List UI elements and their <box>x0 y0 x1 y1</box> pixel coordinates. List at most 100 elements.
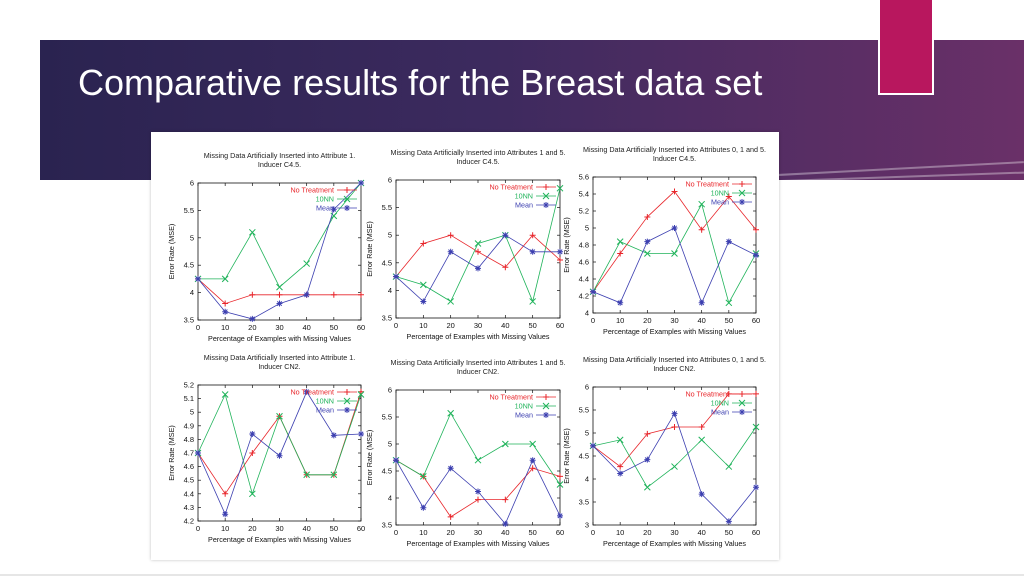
x-tick-label: 0 <box>196 323 200 332</box>
x-tick-label: 30 <box>275 524 283 533</box>
data-point <box>222 511 229 518</box>
x-tick-label: 50 <box>330 323 338 332</box>
x-tick-label: 50 <box>330 524 338 533</box>
x-tick-label: 40 <box>501 528 509 537</box>
data-point <box>698 436 706 444</box>
chart-5: Missing Data Artificially Inserted into … <box>365 358 565 548</box>
chart-subtitle: Inducer C4.5. <box>258 160 301 169</box>
x-tick-label: 30 <box>474 528 482 537</box>
series-line-no-treatment <box>197 278 361 305</box>
y-tick-label: 5.5 <box>382 203 392 212</box>
accent-tab <box>878 0 934 95</box>
y-tick-label: 5.5 <box>184 206 194 215</box>
y-tick-label: 3.5 <box>579 498 589 507</box>
legend-label: Mean <box>711 408 729 417</box>
data-point <box>502 232 509 239</box>
series-line-10nn <box>198 182 362 288</box>
x-tick-label: 50 <box>725 316 733 325</box>
y-tick-label: 3.5 <box>184 316 194 325</box>
x-tick-label: 30 <box>474 321 482 330</box>
x-tick-label: 60 <box>556 528 564 537</box>
legend-marker <box>543 184 549 190</box>
data-point <box>671 188 678 195</box>
y-tick-label: 4.8 <box>579 241 589 250</box>
legend-label: Mean <box>711 198 729 207</box>
data-point <box>617 250 624 257</box>
x-tick-label: 20 <box>248 323 256 332</box>
y-axis-label: Error Rate (MSE) <box>167 224 176 280</box>
plot-frame <box>197 182 362 321</box>
data-point <box>501 440 509 448</box>
data-point <box>753 484 759 491</box>
data-point <box>420 504 427 511</box>
plot-frame <box>395 389 561 526</box>
data-point <box>420 298 427 305</box>
legend-marker <box>543 394 549 400</box>
charts-grid: Missing Data Artificially Inserted into … <box>167 145 766 548</box>
chart-subtitle: Inducer C4.5. <box>456 157 499 166</box>
series-line-no-treatment <box>197 391 362 495</box>
data-point <box>447 513 454 520</box>
data-point <box>475 248 481 255</box>
x-tick-label: 0 <box>394 528 398 537</box>
x-tick-label: 20 <box>643 528 651 537</box>
data-point <box>221 391 229 398</box>
x-tick-label: 40 <box>697 316 705 325</box>
legend-label: 10NN <box>711 189 729 198</box>
legend-label: Mean <box>316 204 334 213</box>
legend-marker <box>344 407 350 413</box>
chart-subtitle: Inducer CN2. <box>258 362 300 371</box>
chart-6: Missing Data Artificially Inserted into … <box>562 355 766 548</box>
data-point <box>502 520 509 527</box>
series-line-10nn <box>395 188 561 303</box>
data-point <box>529 232 536 239</box>
y-axis-label: Error Rate (MSE) <box>167 425 176 481</box>
data-point <box>752 423 760 431</box>
legend-label: 10NN <box>515 192 533 201</box>
y-tick-label: 3.5 <box>382 314 392 323</box>
data-point <box>330 471 338 479</box>
data-point <box>502 264 509 271</box>
data-point <box>529 465 536 472</box>
data-point <box>330 291 337 298</box>
data-point <box>616 436 624 444</box>
x-tick-label: 0 <box>394 321 398 330</box>
y-tick-label: 4.5 <box>382 467 392 476</box>
legend-marker <box>344 389 350 395</box>
data-point <box>195 275 201 282</box>
chart-title: Missing Data Artificially Inserted into … <box>204 353 355 362</box>
data-point <box>557 257 563 264</box>
y-tick-label: 4.5 <box>184 476 194 485</box>
data-point <box>557 512 563 519</box>
x-tick-label: 0 <box>196 524 200 533</box>
legend-label: No Treatment <box>290 388 334 397</box>
data-point <box>474 240 482 247</box>
x-tick-label: 40 <box>501 321 509 330</box>
data-point <box>556 184 564 192</box>
data-point <box>474 456 482 464</box>
x-tick-label: 30 <box>670 528 678 537</box>
data-point <box>330 206 337 213</box>
legend-marker <box>739 409 745 415</box>
data-point <box>557 473 563 480</box>
y-tick-label: 4.2 <box>579 292 589 301</box>
data-point <box>222 490 229 497</box>
data-point <box>447 409 455 417</box>
x-tick-label: 30 <box>670 316 678 325</box>
y-tick-label: 6 <box>388 176 392 185</box>
x-axis-label: Percentage of Examples with Missing Valu… <box>208 535 351 544</box>
x-tick-label: 40 <box>697 528 705 537</box>
legend-label: 10NN <box>515 402 533 411</box>
x-axis-label: Percentage of Examples with Missing Valu… <box>407 539 550 548</box>
y-axis-label: Error Rate (MSE) <box>562 428 571 484</box>
data-point <box>644 213 651 220</box>
data-point <box>393 273 399 280</box>
y-tick-label: 4 <box>388 286 392 295</box>
data-point <box>698 226 705 233</box>
y-axis-label: Error Rate (MSE) <box>562 217 571 273</box>
x-tick-label: 10 <box>616 528 624 537</box>
y-tick-label: 4.7 <box>184 449 194 458</box>
legend-marker <box>343 397 351 405</box>
data-point <box>475 265 481 272</box>
chart-title: Missing Data Artificially Inserted into … <box>204 151 355 160</box>
